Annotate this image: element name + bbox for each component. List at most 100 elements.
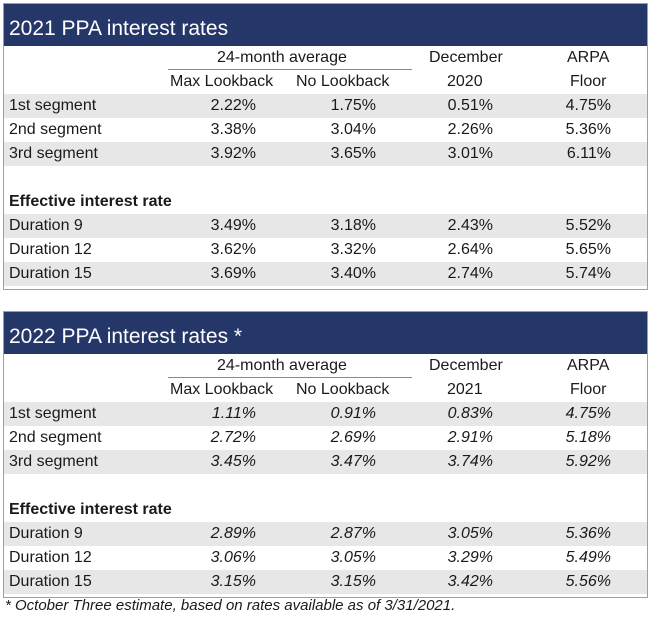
max-lookback-value: 3.62%	[210, 241, 256, 258]
december-value: 2.43%	[447, 217, 493, 234]
arpa-value: 5.74%	[565, 265, 611, 282]
no-lookback-value: 3.40%	[330, 265, 376, 282]
table-row: 2nd segment 3.38% 3.04% 2.26% 5.36%	[4, 118, 647, 142]
row-label: 3rd segment	[9, 145, 98, 162]
december-year-header: 2020	[447, 73, 483, 90]
row-label: 2nd segment	[9, 429, 102, 446]
max-lookback-value: 3.92%	[210, 145, 256, 162]
section-heading: Effective interest rate	[4, 190, 647, 214]
arpa-value: 5.18%	[565, 429, 611, 446]
no-lookback-value: 2.69%	[330, 429, 376, 446]
floor-header: Floor	[570, 73, 607, 90]
table-row: 1st segment 2.22% 1.75% 0.51% 4.75%	[4, 94, 647, 118]
row-label: Duration 9	[9, 217, 83, 234]
row-label: Duration 9	[9, 525, 83, 542]
december-header: December	[429, 49, 503, 66]
effective-rate-heading: Effective interest rate	[9, 193, 172, 210]
arpa-value: 5.49%	[565, 549, 611, 566]
footnote: * October Three estimate, based on rates…	[5, 597, 456, 614]
arpa-value: 5.52%	[565, 217, 611, 234]
header-row-2: Max Lookback No Lookback 2021 Floor	[4, 378, 647, 402]
max-lookback-value: 3.15%	[210, 573, 256, 590]
avg-header: 24-month average	[217, 357, 347, 374]
row-label: Duration 15	[9, 265, 92, 282]
december-value: 2.91%	[447, 429, 493, 446]
december-value: 3.05%	[447, 525, 493, 542]
header-row-1: 24-month average December ARPA	[4, 46, 647, 70]
december-header: December	[429, 357, 503, 374]
max-lookback-value: 3.69%	[210, 265, 256, 282]
december-value: 3.42%	[447, 573, 493, 590]
december-value: 3.29%	[447, 549, 493, 566]
no-lookback-value: 3.65%	[330, 145, 376, 162]
max-lookback-value: 2.72%	[210, 429, 256, 446]
header-row-2: Max Lookback No Lookback 2020 Floor	[4, 70, 647, 94]
no-lookback-value: 3.04%	[330, 121, 376, 138]
table-row: Duration 15 3.69% 3.40% 2.74% 5.74%	[4, 262, 647, 286]
december-year-header: 2021	[447, 381, 483, 398]
row-label: Duration 12	[9, 241, 92, 258]
no-lookback-value: 3.47%	[330, 453, 376, 470]
no-lookback-value: 3.32%	[330, 241, 376, 258]
arpa-value: 4.75%	[565, 97, 611, 114]
december-value: 2.64%	[447, 241, 493, 258]
section-heading: Effective interest rate	[4, 498, 647, 522]
no-lookback-header: No Lookback	[296, 381, 390, 398]
table-row: 1st segment 1.11% 0.91% 0.83% 4.75%	[4, 402, 647, 426]
table-row: 3rd segment 3.92% 3.65% 3.01% 6.11%	[4, 142, 647, 166]
table-row: 3rd segment 3.45% 3.47% 3.74% 5.92%	[4, 450, 647, 474]
arpa-value: 5.92%	[565, 453, 611, 470]
spacer	[4, 166, 647, 190]
arpa-value: 6.11%	[566, 145, 611, 162]
max-lookback-value: 3.49%	[210, 217, 256, 234]
arpa-value: 5.36%	[565, 121, 611, 138]
arpa-value: 5.65%	[565, 241, 611, 258]
row-label: 3rd segment	[9, 453, 98, 470]
december-value: 3.74%	[447, 453, 493, 470]
avg-header: 24-month average	[217, 49, 347, 66]
december-value: 0.83%	[447, 405, 493, 422]
floor-header: Floor	[570, 381, 607, 398]
arpa-value: 5.56%	[565, 573, 611, 590]
max-lookback-value: 1.11%	[211, 405, 256, 422]
row-label: 1st segment	[9, 405, 97, 422]
row-label: 1st segment	[9, 97, 97, 114]
row-label: Duration 15	[9, 573, 92, 590]
max-lookback-value: 2.89%	[210, 525, 256, 542]
december-value: 3.01%	[447, 145, 493, 162]
max-lookback-value: 3.06%	[210, 549, 256, 566]
arpa-value: 5.36%	[565, 525, 611, 542]
table-row: Duration 12 3.06% 3.05% 3.29% 5.49%	[4, 546, 647, 570]
max-lookback-value: 2.22%	[210, 97, 256, 114]
table-title: 2022 PPA interest rates *	[4, 312, 647, 354]
rates-table-2022: 2022 PPA interest rates * 24-month avera…	[3, 311, 648, 598]
december-value: 2.74%	[447, 265, 493, 282]
no-lookback-value: 1.75%	[330, 97, 376, 114]
table-row: Duration 9 3.49% 3.18% 2.43% 5.52%	[4, 214, 647, 238]
no-lookback-value: 3.15%	[330, 573, 376, 590]
header-row-1: 24-month average December ARPA	[4, 354, 647, 378]
arpa-header: ARPA	[567, 49, 610, 66]
no-lookback-value: 0.91%	[330, 405, 376, 422]
arpa-value: 4.75%	[565, 405, 611, 422]
rates-table-2021: 2021 PPA interest rates 24-month average…	[3, 3, 648, 290]
effective-rate-heading: Effective interest rate	[9, 501, 172, 518]
table-row: Duration 15 3.15% 3.15% 3.42% 5.56%	[4, 570, 647, 594]
spacer	[4, 474, 647, 498]
december-value: 0.51%	[447, 97, 493, 114]
avg-underline	[168, 69, 412, 70]
table-row: 2nd segment 2.72% 2.69% 2.91% 5.18%	[4, 426, 647, 450]
max-lookback-header: Max Lookback	[170, 73, 274, 90]
row-label: 2nd segment	[9, 121, 102, 138]
max-lookback-value: 3.45%	[210, 453, 256, 470]
table-title: 2021 PPA interest rates	[4, 4, 647, 46]
no-lookback-value: 3.18%	[330, 217, 376, 234]
arpa-header: ARPA	[567, 357, 610, 374]
table-row: Duration 12 3.62% 3.32% 2.64% 5.65%	[4, 238, 647, 262]
december-value: 2.26%	[447, 121, 493, 138]
max-lookback-value: 3.38%	[210, 121, 256, 138]
no-lookback-header: No Lookback	[296, 73, 390, 90]
no-lookback-value: 3.05%	[330, 549, 376, 566]
avg-underline	[168, 377, 412, 378]
row-label: Duration 12	[9, 549, 92, 566]
